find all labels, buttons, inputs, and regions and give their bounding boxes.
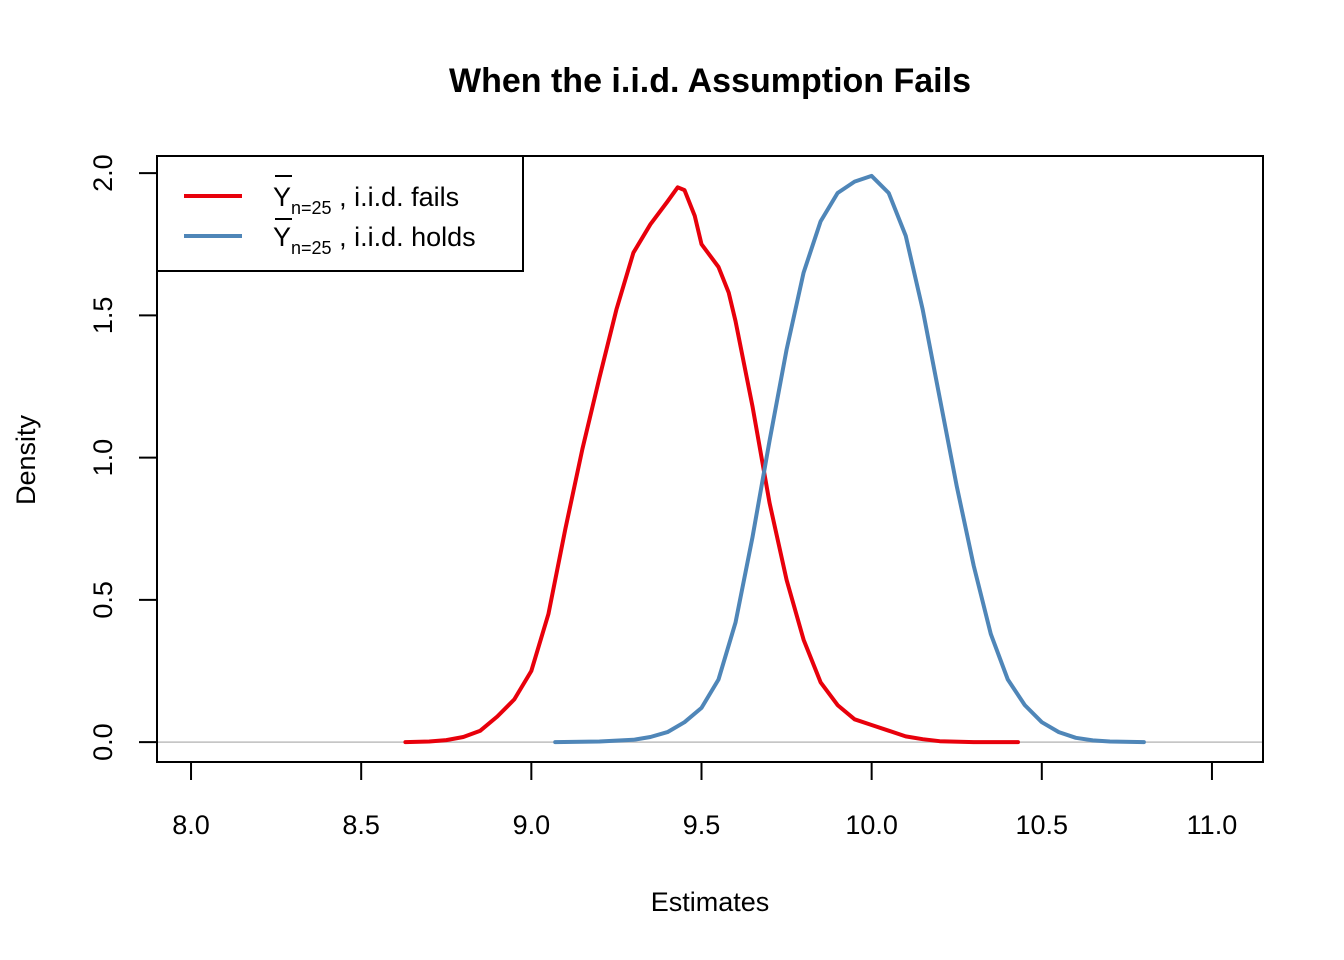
legend-symbol: Y	[273, 182, 291, 212]
y-tick-label: 0.0	[88, 723, 118, 761]
y-tick-label: 1.0	[88, 439, 118, 477]
y-axis: 0.0 0.5 1.0 1.5 2.0	[88, 154, 158, 761]
x-tick-label: 11.0	[1187, 810, 1238, 840]
y-tick-label: 0.5	[88, 581, 118, 619]
y-tick-label: 2.0	[88, 154, 118, 192]
x-tick-label: 8.5	[342, 810, 380, 840]
y-axis-label: Density	[11, 414, 41, 505]
x-tick-label: 9.0	[513, 810, 551, 840]
legend-text: , i.i.d. fails	[332, 182, 460, 212]
legend-text: , i.i.d. holds	[332, 222, 476, 252]
x-tick-label: 8.0	[172, 810, 210, 840]
x-axis: 8.0 8.5 9.0 9.5 10.0 10.5 11.0	[172, 761, 1238, 840]
legend-subscript: n=25	[291, 198, 332, 218]
y-tick-label: 1.5	[88, 297, 118, 335]
legend-subscript: n=25	[291, 238, 332, 258]
series-line-iid-fails	[403, 185, 1020, 745]
series-layer	[403, 173, 1146, 745]
x-tick-label: 10.0	[845, 810, 898, 840]
legend-label-iid-fails: Yn=25 , i.i.d. fails	[273, 182, 459, 218]
x-tick-label: 10.5	[1016, 810, 1069, 840]
series-line-iid-holds	[553, 173, 1146, 745]
x-axis-label: Estimates	[651, 887, 770, 917]
x-tick-label: 9.5	[683, 810, 721, 840]
legend: Yn=25 , i.i.d. fails Yn=25 , i.i.d. hold…	[156, 155, 524, 272]
legend-symbol: Y	[273, 222, 291, 252]
legend-box	[156, 155, 524, 272]
legend-label-iid-holds: Yn=25 , i.i.d. holds	[273, 222, 476, 258]
chart-title: When the i.i.d. Assumption Fails	[449, 62, 971, 100]
